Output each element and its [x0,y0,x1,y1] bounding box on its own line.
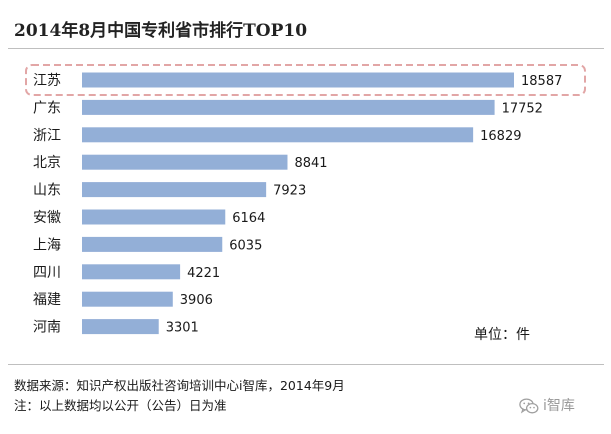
bar [82,100,495,115]
value-label: 16829 [480,129,521,144]
watermark-text: i智库 [543,397,575,415]
category-label: 山东 [33,183,61,199]
watermark: i智库 [519,397,575,415]
bar [82,182,266,197]
bar-chart: 江苏 18587 广东 17752 浙江 16829 北京 8841 山东 7923 安徽 6164 上… [0,0,611,360]
bar [82,127,473,142]
value-label: 3906 [180,293,213,308]
bar [82,319,159,334]
value-label: 4221 [187,266,220,281]
category-label: 广东 [33,100,61,116]
footer-rule [8,364,604,365]
footnote: 注：以上数据均以公开（公告）日为准 [14,397,227,414]
bar [82,73,514,88]
source-note: 数据来源：知识产权出版社咨询培训中心i智库，2014年9月 [14,377,345,394]
wechat-icon [519,398,539,415]
value-label: 6035 [229,238,262,253]
value-label: 8841 [294,156,327,171]
category-label: 江苏 [33,73,61,89]
unit-label: 单位：件 [474,326,530,344]
category-label: 浙江 [33,128,61,144]
bar [82,264,180,279]
category-label: 上海 [33,237,61,253]
category-label: 北京 [33,155,61,171]
category-label: 安徽 [33,210,61,226]
value-label: 6164 [232,211,265,226]
bar [82,155,287,170]
category-label: 福建 [33,292,61,308]
bar [82,210,225,225]
category-label: 四川 [33,265,61,281]
value-label: 3301 [166,321,199,336]
value-label: 18587 [521,74,562,89]
value-label: 17752 [502,101,543,116]
value-label: 7923 [273,184,306,199]
bar [82,237,222,252]
bar [82,292,173,307]
category-label: 河南 [33,320,61,336]
